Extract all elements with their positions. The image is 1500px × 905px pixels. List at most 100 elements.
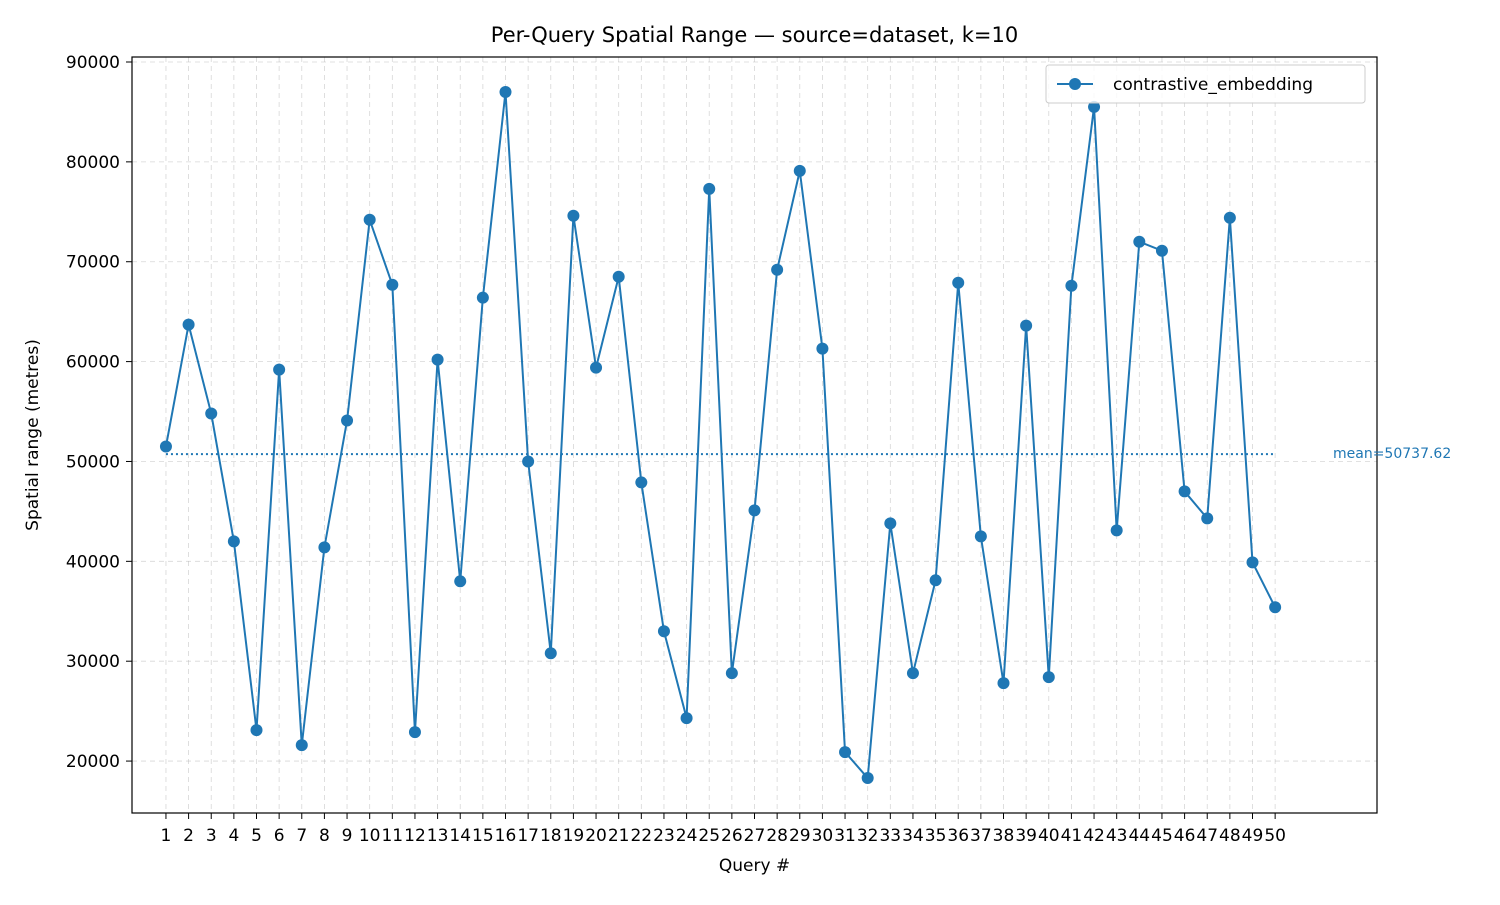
legend-marker-swatch [1069, 78, 1081, 90]
x-tick-label: 21 [608, 826, 630, 846]
x-tick-label: 38 [993, 826, 1015, 846]
chart-title: Per-Query Spatial Range — source=dataset… [491, 23, 1018, 47]
data-point [816, 342, 829, 355]
x-tick-label: 28 [766, 826, 788, 846]
data-point [1110, 524, 1123, 537]
data-point [408, 726, 421, 739]
y-axis-label: Spatial range (metres) [23, 339, 43, 531]
data-point [1155, 244, 1168, 257]
legend: contrastive_embedding [1045, 64, 1366, 104]
data-point [182, 318, 195, 331]
data-point [1042, 671, 1055, 684]
data-point [499, 85, 512, 98]
y-tick-label: 60000 [66, 353, 120, 373]
x-tick-label: 17 [517, 826, 539, 846]
data-point [1020, 319, 1033, 332]
data-point [1201, 512, 1214, 525]
data-point [748, 504, 761, 517]
data-point [590, 361, 603, 374]
x-tick-label: 6 [274, 826, 285, 846]
x-tick-label: 40 [1038, 826, 1060, 846]
series-line [164, 91, 1277, 781]
x-tick-label: 25 [698, 826, 720, 846]
y-tick-label: 40000 [66, 552, 120, 572]
x-tick-label: 45 [1151, 826, 1173, 846]
data-point [1133, 235, 1146, 248]
mean-label: mean=50737.62 [1333, 446, 1451, 462]
data-point [997, 677, 1010, 690]
data-point [1065, 279, 1078, 292]
data-point [952, 276, 965, 289]
x-tick-label: 33 [879, 826, 901, 846]
data-point [1246, 556, 1259, 569]
x-tick-label: 24 [676, 826, 698, 846]
x-tick-label: 1 [161, 826, 172, 846]
data-point [205, 407, 218, 420]
x-tick-label: 37 [970, 826, 992, 846]
x-tick-label: 35 [925, 826, 947, 846]
x-tick-label: 12 [404, 826, 426, 846]
x-tick-label: 2 [183, 826, 194, 846]
data-point [476, 291, 489, 304]
data-point [363, 213, 376, 226]
data-point [250, 724, 263, 737]
x-tick-label: 46 [1174, 826, 1196, 846]
x-tick-label: 30 [812, 826, 834, 846]
data-point [522, 455, 535, 468]
x-tick-label: 32 [857, 826, 879, 846]
data-point [839, 746, 852, 759]
x-tick-label: 9 [342, 826, 353, 846]
data-point [657, 625, 670, 638]
x-tick-label: 15 [472, 826, 494, 846]
x-tick-label: 48 [1219, 826, 1241, 846]
data-point [1178, 485, 1191, 498]
x-tick-label: 29 [789, 826, 811, 846]
y-tick-label: 50000 [66, 452, 120, 472]
data-point [1223, 211, 1236, 224]
x-tick-label: 5 [251, 826, 262, 846]
x-tick-label: 50 [1264, 826, 1286, 846]
y-tick-label: 30000 [66, 652, 120, 672]
y-tick-label: 90000 [66, 53, 120, 73]
data-point [884, 517, 897, 530]
x-tick-label: 49 [1242, 826, 1264, 846]
data-point [612, 270, 625, 283]
data-point [295, 739, 308, 752]
data-point [1088, 100, 1101, 113]
data-point [929, 574, 942, 587]
x-tick-label: 7 [296, 826, 307, 846]
x-tick-label: 18 [540, 826, 562, 846]
x-tick-label: 14 [449, 826, 471, 846]
y-tick-label: 80000 [66, 153, 120, 173]
data-point [1269, 601, 1282, 614]
x-tick-label: 47 [1196, 826, 1218, 846]
data-point [454, 575, 467, 588]
data-point [703, 182, 716, 195]
x-tick-label: 39 [1015, 826, 1037, 846]
y-tick-label: 70000 [66, 253, 120, 273]
x-tick-label: 19 [563, 826, 585, 846]
x-tick-label: 8 [319, 826, 330, 846]
data-point [159, 440, 172, 453]
data-point [974, 530, 987, 543]
data-point [273, 363, 286, 376]
x-tick-label: 36 [947, 826, 969, 846]
x-axis-label: Query # [719, 856, 790, 876]
x-tick-label: 10 [359, 826, 381, 846]
data-point [771, 263, 784, 276]
data-point [793, 164, 806, 177]
x-tick-label: 16 [495, 826, 517, 846]
x-tick-label: 34 [902, 826, 924, 846]
y-tick-label: 20000 [66, 752, 120, 772]
data-point [318, 541, 331, 554]
x-tick-label: 31 [834, 826, 856, 846]
x-tick-label: 43 [1106, 826, 1128, 846]
data-point [635, 476, 648, 489]
data-point [906, 667, 919, 680]
x-tick-label: 3 [206, 826, 217, 846]
x-tick-label: 44 [1128, 826, 1150, 846]
data-point [431, 353, 444, 366]
x-tick-label: 42 [1083, 826, 1105, 846]
